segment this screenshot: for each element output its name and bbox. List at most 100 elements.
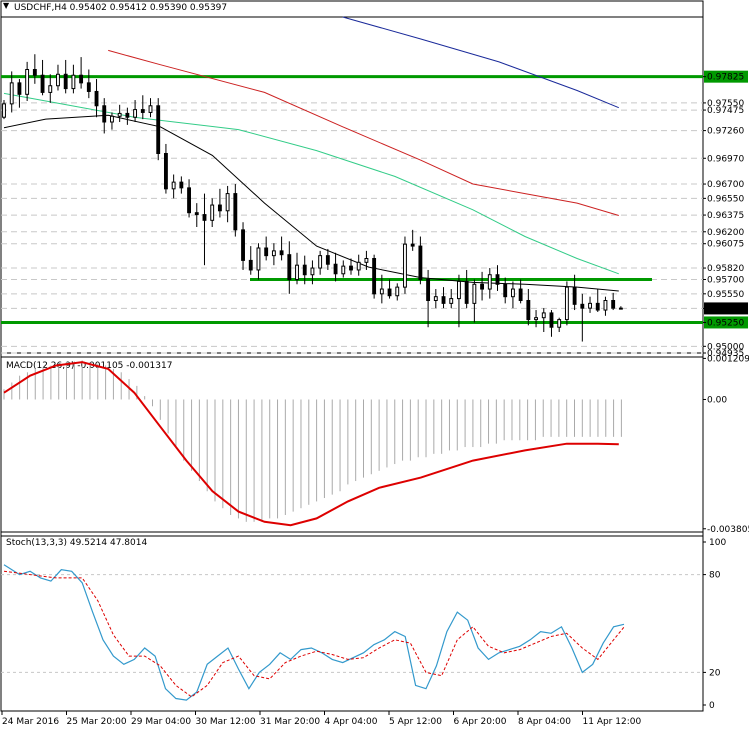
candle-body [287,254,292,281]
candle-body [17,82,22,95]
candle-body [125,112,130,118]
price-tick-label: 0.95397 [707,304,744,314]
moving-average-sma_black [3,114,619,292]
candle-body [379,288,384,295]
candle-body [464,280,469,304]
candle-body [71,74,76,90]
chart-frame [0,0,704,712]
candle-body [557,319,562,328]
candle-body [611,300,616,309]
macd-tick-label: 0.001209 [707,354,749,364]
candle-body [63,73,68,90]
candle-body [433,296,438,302]
price-tick-label: 0.96200 [707,228,744,238]
price-tick-label: 0.97825 [707,73,744,83]
stoch-tick-label: 20 [709,668,721,678]
candle-body [48,85,53,93]
price-tick-label: 0.95000 [707,342,744,352]
candle-body [187,187,191,214]
candle-body [395,286,400,297]
chart-header: USDCHF,H4 0.95402 0.95412 0.95390 0.9539… [14,3,228,13]
price-tick-label: 0.95250 [707,318,744,328]
candle-body [518,288,523,301]
candle-body [279,250,284,256]
candle-body [534,317,538,321]
time-axis-label: 24 Mar 2016 [2,717,59,727]
moving-average-sma_blue [342,16,619,109]
candle-body [86,82,91,92]
candle-body [480,283,485,290]
time-axis-label: 6 Apr 20:00 [454,717,507,727]
moving-average-sma_red [108,49,619,216]
candle-body [225,193,230,212]
time-axis-label: 30 Mar 12:00 [196,717,256,727]
price-tick-label: 0.96550 [707,194,744,204]
time-axis-label: 8 Apr 04:00 [518,717,571,727]
candle-body [179,181,184,189]
candle-body [102,105,107,123]
pane-border [0,535,704,712]
candle-body [449,298,454,304]
candle-body [110,115,114,123]
time-axis-label: 4 Apr 04:00 [325,717,378,727]
time-axis-label: 29 Mar 04:00 [131,717,191,727]
macd-tick-label: 0.00 [707,395,727,405]
candle-body [264,247,269,257]
candle-body [603,300,608,311]
candle-body [387,288,392,297]
price-tick-label: 0.96970 [707,154,744,164]
price-tick-label: 0.96375 [707,211,744,221]
price-label-bg [704,316,748,329]
collapse-icon[interactable]: ▼ [3,1,10,10]
stoch-signal-line [3,570,625,698]
candle-body [356,261,361,271]
stoch-tick-label: 0 [709,701,715,711]
candle-body [541,312,546,319]
candle-body [457,280,461,300]
candle-body [2,103,6,118]
candle-body [217,204,222,212]
candle-body [233,193,238,231]
candle-body [94,90,99,107]
candle-body [171,181,176,190]
time-axis-label: 5 Apr 12:00 [389,717,442,727]
candle-body [25,69,30,95]
time-axis-label: 31 Mar 20:00 [260,717,320,727]
candle-body [364,258,369,263]
candle-body [341,265,346,275]
candle-body [588,302,592,309]
candle-body [256,247,261,271]
candle-body [202,214,207,221]
candle-body [295,264,299,281]
candle-body [564,286,569,321]
macd-header: MACD(12,26,9) -0.001105 -0.001317 [6,361,173,371]
candle-body [117,112,122,117]
candle-body [503,283,508,298]
candle-body [441,296,446,304]
time-axis-label: 11 Apr 12:00 [583,717,642,727]
candle-body [487,274,492,290]
candle-body [472,283,477,304]
moving-average-sma_green [3,92,619,275]
candle-body [79,74,84,84]
candle-body [495,274,500,285]
candle-body [302,264,307,276]
candle-body [410,243,415,247]
candle-body [325,255,330,265]
price-tick-label: 0.94935 [707,349,744,359]
candle-body [549,312,554,328]
candle-body [241,229,245,261]
candle-body [271,250,276,257]
candle-body [310,267,315,276]
candle-body [133,109,138,118]
candle-body [156,105,161,154]
candle-body [163,153,168,190]
stoch-header: Stoch(13,3,3) 49.5214 47.8014 [6,538,148,548]
candle-body [580,303,585,309]
price-tick-label: 0.97550 [707,99,744,109]
price-tick-label: 0.96700 [707,180,744,190]
price-tick-label: 0.97475 [707,106,744,116]
price-tick-label: 0.95820 [707,264,744,274]
candle-body [40,74,45,93]
